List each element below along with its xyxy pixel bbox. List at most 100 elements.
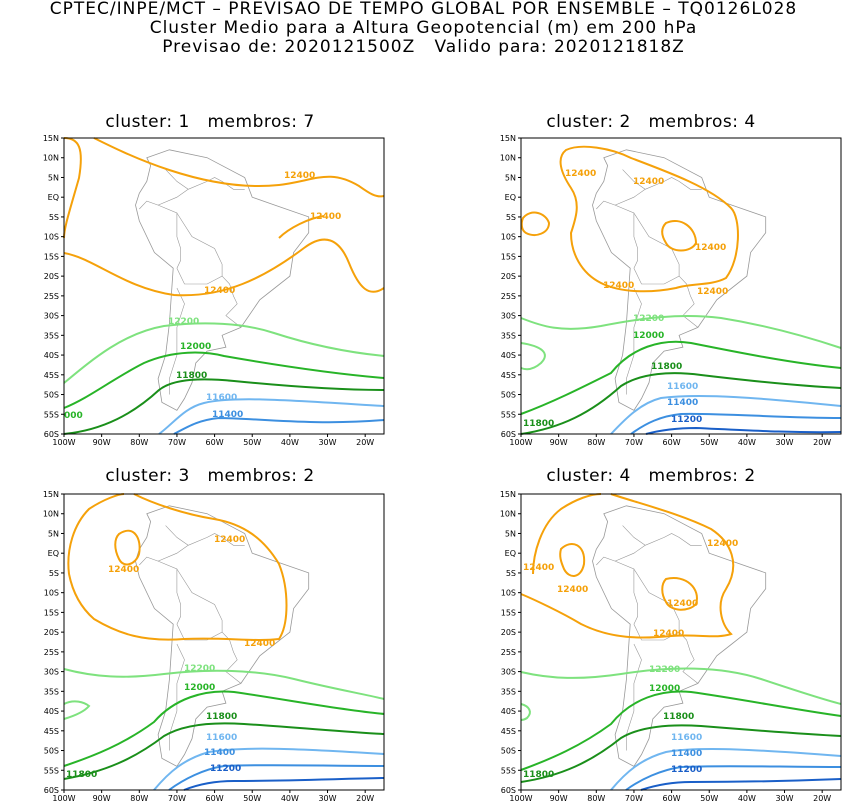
lon-tick-label: 80W: [587, 794, 605, 803]
map-cluster-3: 12400 12400 12400 12200 12000 11800 1160…: [43, 490, 385, 803]
lat-tick-label: 5S: [506, 569, 516, 578]
lat-tick-label: 35S: [44, 687, 59, 696]
lat-tick-label: 50S: [44, 747, 59, 756]
lon-tick-label: 70W: [625, 438, 643, 447]
country-border: [614, 169, 646, 206]
contour-label: 12400: [653, 629, 684, 639]
lat-tick-label: 45S: [44, 371, 59, 380]
lat-tick-label: EQ: [505, 193, 516, 202]
contour-12000: [63, 351, 385, 409]
contour-label: 12400: [697, 287, 728, 297]
coastline: [592, 505, 767, 767]
contour-label: 11400: [667, 398, 698, 408]
lat-tick-label: EQ: [48, 549, 59, 558]
panel-cluster-1: cluster: 1 membros: 7: [0, 112, 420, 447]
lon-tick-label: 80W: [130, 438, 148, 447]
contour-label: 12400: [284, 171, 315, 181]
contour-12400: [520, 493, 735, 639]
contour-label: 11800: [66, 770, 97, 780]
contour-12000: [520, 340, 842, 415]
lat-tick-label: 55S: [44, 410, 59, 419]
lon-tick-label: 60W: [206, 794, 224, 803]
lon-tick-label: 30W: [318, 438, 336, 447]
lon-tick-label: 80W: [587, 438, 605, 447]
country-border: [188, 177, 245, 190]
panel-title: cluster: 4 membros: 2: [546, 466, 756, 486]
lat-tick-label: 25S: [44, 292, 59, 301]
map-cluster-1: 12400 12400 12400 12200 12000 11800 1160…: [43, 134, 385, 447]
contour-label: 11600: [206, 733, 237, 743]
header-line-3: Previsao de: 2020121500Z Valido para: 20…: [162, 37, 685, 57]
lat-tick-label: 10N: [500, 154, 516, 163]
coastline: [135, 505, 310, 767]
contour-label: 12000: [184, 683, 215, 693]
lon-tick-label: 30W: [775, 794, 793, 803]
panel-title: cluster: 2 membros: 4: [546, 112, 756, 132]
panel-title: cluster: 3 membros: 2: [105, 466, 315, 486]
country-border: [169, 287, 185, 395]
lat-tick-label: 40S: [44, 351, 59, 360]
coastline: [592, 149, 767, 411]
lat-tick-label: 50S: [44, 391, 59, 400]
contour-label: 11800: [206, 712, 237, 722]
contour-label: 11600: [206, 393, 237, 403]
contour-label: 12400: [310, 212, 341, 222]
contour-12000: [63, 690, 385, 767]
contour-12200: [520, 315, 842, 371]
lat-tick-label: 40S: [44, 707, 59, 716]
panel-cluster-3: cluster: 3 membros: 2: [0, 466, 420, 803]
lat-tick-label: 35S: [44, 331, 59, 340]
lon-tick-label: 90W: [93, 438, 111, 447]
contour-labels: 12400 12400 12400 12200 12000 11800 1160…: [66, 535, 275, 780]
map-frame: [63, 493, 385, 791]
lon-tick-label: 60W: [663, 794, 681, 803]
contour-label: 11200: [671, 765, 702, 775]
contour-11800: [63, 722, 385, 780]
map-frame: [520, 493, 842, 791]
contour-label: 11400: [212, 410, 243, 420]
lon-tick-label: 70W: [168, 438, 186, 447]
contour-12200: [63, 668, 385, 720]
contour-12200: [520, 667, 842, 721]
lat-tick-label: 15S: [44, 252, 59, 261]
contour-label: 11800: [651, 362, 682, 372]
header-line-1: CPTEC/INPE/MCT – PREVISAO DE TEMPO GLOBA…: [49, 0, 798, 19]
contour-label: 12400: [244, 639, 275, 649]
lat-tick-label: 40S: [501, 351, 516, 360]
lat-tick-label: 60S: [44, 430, 59, 439]
contour-11400: [168, 764, 385, 791]
contour-11600: [153, 747, 385, 791]
lon-tick-label: 50W: [700, 794, 718, 803]
contour-label: 12200: [649, 665, 680, 675]
panel-cluster-4: cluster: 4 membros: 2: [455, 466, 847, 803]
contour-label: 11800: [523, 770, 554, 780]
lon-tick-label: 100W: [52, 794, 75, 803]
lat-tick-label: 45S: [44, 727, 59, 736]
lat-tick-label: 60S: [501, 786, 516, 795]
contour-label: 12200: [168, 317, 199, 327]
lat-tick-label: 30S: [44, 312, 59, 321]
contour-12400: [520, 145, 739, 293]
lon-tick-label: 40W: [281, 438, 299, 447]
country-border: [626, 287, 642, 395]
lon-tick-label: 70W: [168, 794, 186, 803]
contour-11600: [610, 395, 842, 435]
figure-header: CPTEC/INPE/MCT – PREVISAO DE TEMPO GLOBA…: [0, 0, 847, 57]
lon-tick-label: 100W: [509, 794, 532, 803]
lon-tick-label: 30W: [775, 438, 793, 447]
lat-tick-label: 50S: [501, 391, 516, 400]
lat-tick-label: 25S: [44, 648, 59, 657]
contour-label: 11400: [671, 749, 702, 759]
lon-tick-label: 90W: [550, 794, 568, 803]
lon-tick-label: 40W: [281, 794, 299, 803]
lat-tick-label: 15S: [44, 608, 59, 617]
country-border: [645, 177, 702, 190]
contour-label: 12400: [633, 177, 664, 187]
country-border: [169, 643, 185, 751]
lat-tick-label: 15N: [43, 490, 59, 499]
contour-11400: [630, 412, 842, 435]
lat-tick-label: 10N: [500, 510, 516, 519]
contour-label: 12400: [214, 535, 245, 545]
lon-tick-label: 90W: [550, 438, 568, 447]
lat-tick-label: 15S: [501, 252, 516, 261]
